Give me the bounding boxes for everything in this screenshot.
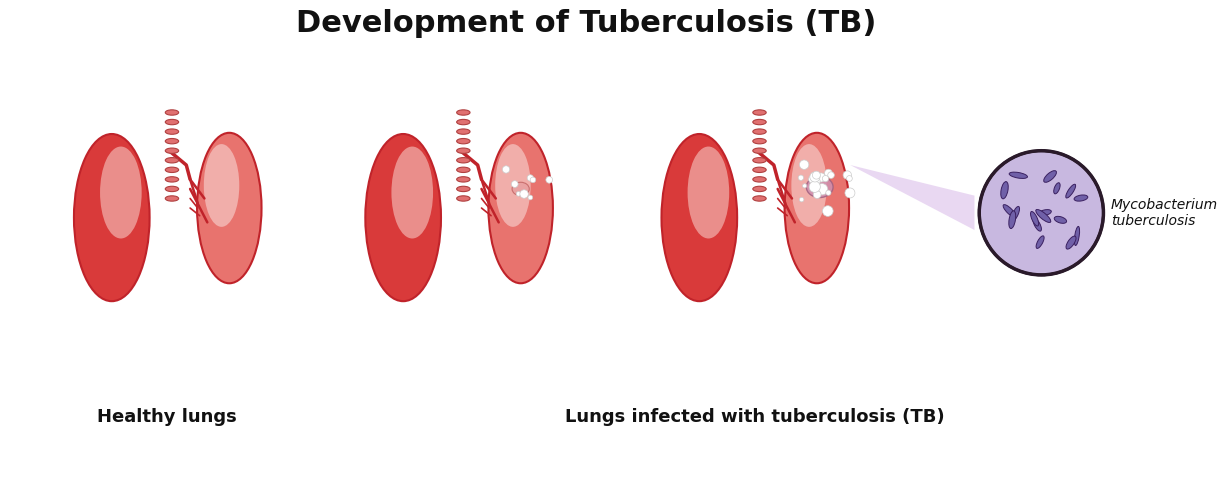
Ellipse shape <box>166 167 179 172</box>
Ellipse shape <box>366 134 440 301</box>
Ellipse shape <box>456 120 470 125</box>
Circle shape <box>822 206 833 217</box>
Circle shape <box>530 177 536 183</box>
Ellipse shape <box>1009 172 1027 178</box>
Circle shape <box>546 176 552 183</box>
Ellipse shape <box>1066 236 1076 249</box>
Ellipse shape <box>1044 171 1056 182</box>
Ellipse shape <box>456 196 470 201</box>
Ellipse shape <box>1012 206 1020 220</box>
Ellipse shape <box>1054 217 1066 223</box>
Circle shape <box>815 188 818 192</box>
Ellipse shape <box>512 182 529 196</box>
Ellipse shape <box>784 133 849 283</box>
Ellipse shape <box>1036 236 1044 248</box>
Ellipse shape <box>1033 218 1042 231</box>
Ellipse shape <box>101 147 141 239</box>
Ellipse shape <box>166 120 179 125</box>
Circle shape <box>843 171 852 179</box>
Ellipse shape <box>456 158 470 163</box>
Circle shape <box>517 192 520 196</box>
Ellipse shape <box>198 133 261 283</box>
Ellipse shape <box>1009 211 1016 228</box>
Circle shape <box>512 181 518 188</box>
Ellipse shape <box>753 129 766 134</box>
Ellipse shape <box>753 196 766 201</box>
Circle shape <box>814 187 820 192</box>
Ellipse shape <box>166 177 179 182</box>
Ellipse shape <box>791 144 827 227</box>
Ellipse shape <box>456 129 470 134</box>
Ellipse shape <box>166 139 179 144</box>
Ellipse shape <box>753 148 766 153</box>
Circle shape <box>528 175 534 181</box>
Ellipse shape <box>496 144 530 227</box>
Circle shape <box>528 195 533 200</box>
Circle shape <box>812 171 821 179</box>
Circle shape <box>809 181 821 193</box>
Circle shape <box>812 177 820 185</box>
Ellipse shape <box>391 147 433 239</box>
Circle shape <box>825 169 832 177</box>
Ellipse shape <box>687 147 729 239</box>
Ellipse shape <box>166 186 179 192</box>
Ellipse shape <box>1054 183 1060 194</box>
Text: Development of Tuberculosis (TB): Development of Tuberculosis (TB) <box>297 9 877 38</box>
Text: Lungs infected with tuberculosis (TB): Lungs infected with tuberculosis (TB) <box>564 408 945 426</box>
Ellipse shape <box>456 139 470 144</box>
Circle shape <box>800 160 809 170</box>
Ellipse shape <box>1075 226 1080 245</box>
Ellipse shape <box>753 110 766 115</box>
Ellipse shape <box>166 158 179 163</box>
Ellipse shape <box>753 167 766 172</box>
Circle shape <box>826 190 831 196</box>
Ellipse shape <box>488 133 553 283</box>
Ellipse shape <box>74 134 150 301</box>
Ellipse shape <box>753 186 766 192</box>
Ellipse shape <box>806 176 833 197</box>
Ellipse shape <box>166 110 179 115</box>
Ellipse shape <box>753 158 766 163</box>
Circle shape <box>979 151 1103 275</box>
Ellipse shape <box>661 134 737 301</box>
Circle shape <box>520 190 529 198</box>
Ellipse shape <box>456 167 470 172</box>
Circle shape <box>802 184 807 188</box>
Ellipse shape <box>753 139 766 144</box>
Ellipse shape <box>1066 184 1076 198</box>
Circle shape <box>822 175 828 182</box>
Ellipse shape <box>456 148 470 153</box>
Ellipse shape <box>1001 182 1009 199</box>
Ellipse shape <box>753 177 766 182</box>
Circle shape <box>502 166 509 173</box>
Ellipse shape <box>204 144 239 227</box>
Ellipse shape <box>753 120 766 125</box>
Circle shape <box>817 173 826 182</box>
Ellipse shape <box>456 110 470 115</box>
Ellipse shape <box>1031 212 1038 226</box>
Text: Mycobacterium
tuberculosis: Mycobacterium tuberculosis <box>1112 198 1218 228</box>
Ellipse shape <box>1004 205 1016 217</box>
Text: Healthy lungs: Healthy lungs <box>97 408 237 426</box>
Circle shape <box>809 175 817 184</box>
Circle shape <box>810 172 820 182</box>
Circle shape <box>799 197 804 202</box>
Ellipse shape <box>166 129 179 134</box>
Circle shape <box>828 172 834 178</box>
Ellipse shape <box>166 148 179 153</box>
Ellipse shape <box>1074 195 1088 201</box>
Circle shape <box>816 184 828 195</box>
Polygon shape <box>850 165 974 230</box>
Circle shape <box>814 191 821 198</box>
Ellipse shape <box>166 196 179 201</box>
Ellipse shape <box>456 177 470 182</box>
Circle shape <box>845 188 855 198</box>
Ellipse shape <box>456 186 470 192</box>
Ellipse shape <box>1036 210 1050 222</box>
Circle shape <box>847 175 853 181</box>
Ellipse shape <box>1038 210 1052 216</box>
Circle shape <box>799 175 804 180</box>
